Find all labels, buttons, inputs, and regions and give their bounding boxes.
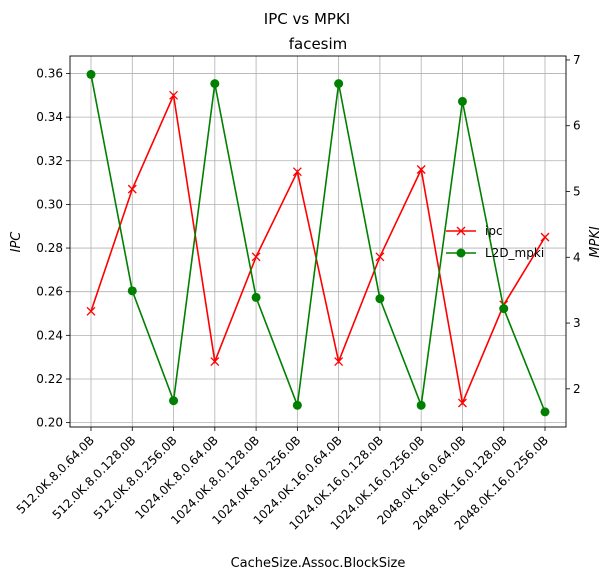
x-marker-stroke (292, 167, 302, 177)
y-tick-label-left: 0.28 (36, 241, 63, 255)
chart-title: facesim (289, 35, 348, 53)
y-tick-label-left: 0.34 (36, 110, 63, 124)
x-marker-stroke (127, 184, 137, 194)
l2d-mpki-point (251, 292, 261, 302)
y-tick-label-right: 7 (573, 53, 581, 67)
chart-suptitle: IPC vs MPKI (264, 10, 350, 28)
y-tick-label-left: 0.22 (36, 372, 63, 386)
ipc-point (127, 184, 137, 194)
y-axis-label-left: IPC (9, 231, 24, 253)
x-marker-stroke (375, 252, 385, 262)
y-axis-label-right: MPKI (588, 226, 603, 258)
series-layer (86, 69, 550, 417)
x-marker-stroke (169, 90, 179, 100)
ipc-point (540, 232, 550, 242)
x-tick-label: 512.0K.8.0.64.0B (14, 433, 97, 516)
ipc-point (86, 306, 96, 316)
y-tick-label-left: 0.30 (36, 197, 63, 211)
axes (69, 55, 567, 428)
y-tick-label-left: 0.32 (36, 154, 63, 168)
legend-marker-ipc (456, 226, 466, 236)
ipc-point (334, 357, 344, 366)
l2d-mpki-point (375, 294, 385, 304)
legend-label-l2d-mpki: L2D_mpki (485, 246, 544, 260)
x-marker-stroke (457, 398, 467, 408)
legend: ipc L2D_mpki (446, 224, 544, 260)
ipc-point (251, 252, 261, 262)
l2d-mpki-point (127, 286, 137, 296)
y-tick-label-left: 0.20 (36, 416, 63, 430)
y-tick-label-right: 4 (573, 250, 581, 264)
ipc-point (292, 167, 302, 177)
ipc-point (375, 252, 385, 262)
l2d-mpki-point (540, 407, 550, 417)
y-tick-label-left: 0.26 (36, 285, 63, 299)
l2d-mpki-point (499, 304, 509, 314)
x-marker-stroke (86, 306, 96, 316)
y-tick-label-right: 5 (573, 185, 581, 199)
ipc-point (169, 90, 179, 100)
l2d-mpki-point (457, 96, 467, 106)
x-axis-label: CacheSize.Assoc.BlockSize (231, 556, 406, 571)
x-marker-stroke (540, 232, 550, 242)
y-tick-label-right: 6 (573, 119, 581, 133)
l2d-mpki-point (169, 396, 179, 406)
legend-label-ipc: ipc (485, 224, 503, 238)
ipc-point (416, 165, 426, 174)
l2d-mpki-point (210, 79, 220, 89)
l2d-mpki-point (334, 79, 344, 89)
legend-marker-l2d-mpki (456, 248, 466, 258)
x-marker-stroke (334, 357, 344, 366)
x-marker-stroke (456, 226, 466, 236)
x-marker-stroke (416, 165, 426, 174)
y-tick-label-right: 2 (573, 382, 581, 396)
ipc-point (210, 357, 220, 366)
y-tick-label-left: 0.24 (36, 328, 63, 342)
ipc-series-line (90, 92, 546, 406)
y-tick-label-right: 3 (573, 316, 581, 330)
l2d-mpki-series-line (90, 74, 546, 413)
y-tick-label-left: 0.36 (36, 66, 63, 80)
l2d-mpki-point (86, 69, 96, 79)
x-marker-stroke (210, 357, 220, 366)
l2d-mpki-point (292, 400, 302, 410)
l2d-mpki-point (416, 400, 426, 410)
x-marker-stroke (251, 252, 261, 262)
ipc-point (457, 398, 467, 408)
plot-frame (69, 55, 567, 428)
